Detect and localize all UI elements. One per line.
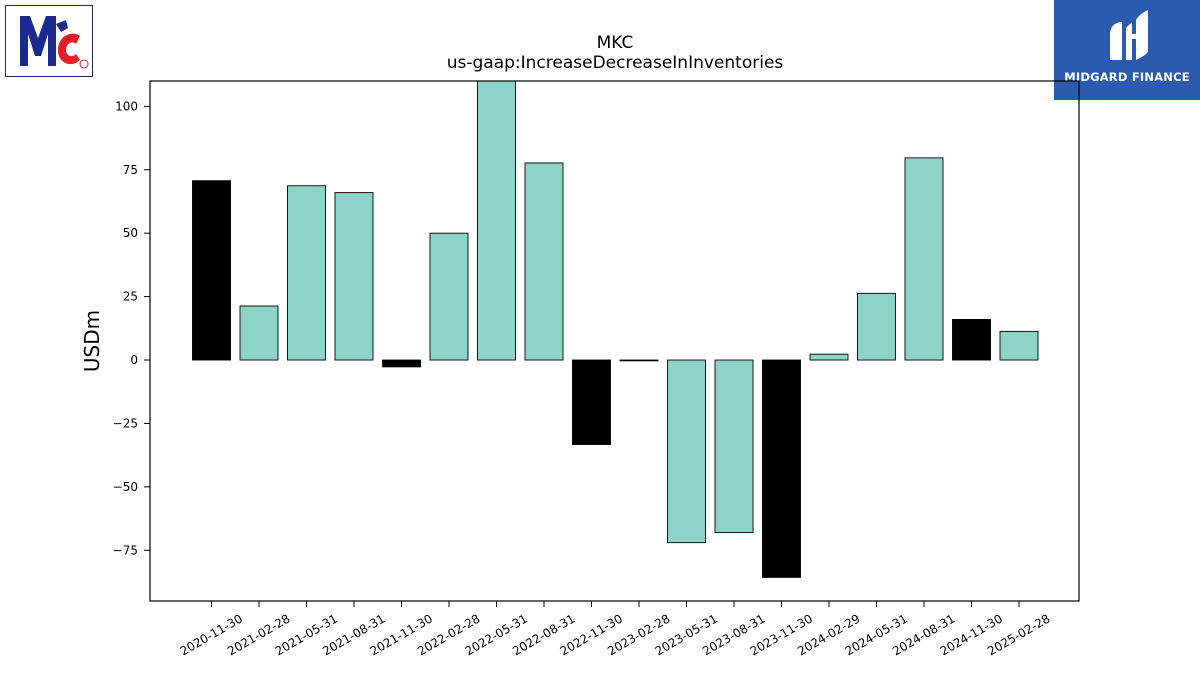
chart-subtitle: us-gaap:IncreaseDecreaseInInventories: [447, 53, 784, 73]
x-axis: 2020-11-302021-02-282021-05-312021-08-31…: [178, 601, 1053, 658]
y-axis: −75 −50 −25 0 25 50 75 100: [113, 99, 150, 557]
bar-2021-02-28: [239, 305, 279, 361]
y-tick-label: −50: [113, 480, 138, 494]
y-tick-label: 25: [123, 290, 138, 304]
bar-2023-02-28: [619, 359, 659, 362]
plot-frame: [149, 80, 1080, 602]
bar-2021-08-31: [334, 192, 374, 361]
bar-2022-05-31: [477, 80, 516, 361]
y-tick-label: −75: [113, 543, 138, 557]
bar-2021-11-30: [382, 359, 421, 368]
y-tick-label: 0: [130, 353, 138, 367]
bar-2024-02-29: [809, 353, 849, 361]
y-tick-label: 75: [123, 163, 138, 177]
bar-series: [192, 80, 1039, 578]
bar-2024-05-31: [857, 292, 896, 361]
bar-2023-05-31: [667, 359, 706, 544]
bar-2024-11-30: [952, 318, 991, 361]
chart-title: MKC: [597, 33, 634, 53]
bar-2023-11-30: [762, 359, 801, 578]
bar-2025-02-28: [999, 330, 1039, 361]
bar-2022-08-31: [524, 162, 564, 361]
bar-2024-08-31: [904, 157, 944, 361]
bar-2022-11-30: [572, 359, 611, 445]
midgard-finance-label: MIDGARD FINANCE: [1064, 70, 1190, 84]
mccormick-logo: [5, 5, 93, 77]
y-tick-label: −25: [113, 416, 138, 430]
bar-2023-08-31: [714, 359, 754, 533]
midgard-finance-logo-icon: [1110, 10, 1148, 60]
midgard-finance-logo: MIDGARD FINANCE: [1054, 0, 1200, 100]
mccormick-logo-icon: [20, 16, 89, 69]
y-axis-label: USDm: [80, 310, 104, 372]
y-tick-label: 100: [115, 99, 138, 113]
bar-2020-11-30: [192, 180, 231, 361]
bar-2022-02-28: [429, 232, 469, 361]
y-tick-label: 50: [123, 226, 138, 240]
bar-2021-05-31: [287, 185, 326, 361]
